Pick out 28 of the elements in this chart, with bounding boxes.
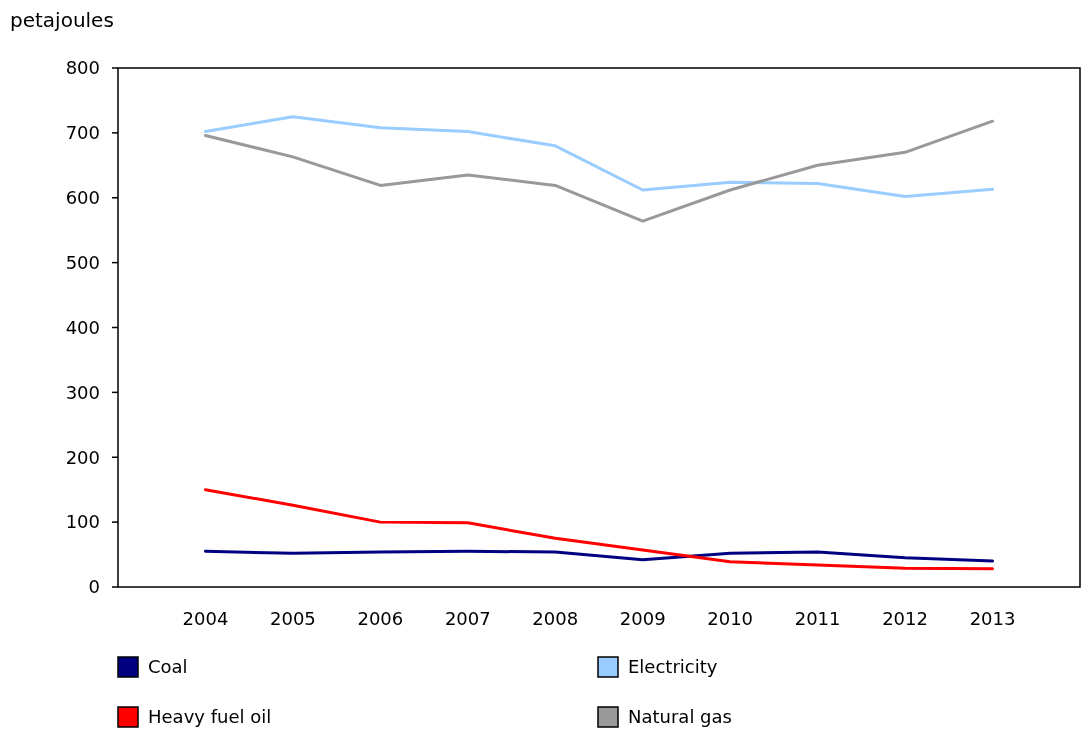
line-series [203,488,995,571]
legend-label: Natural gas [628,706,732,728]
x-tick-label: 2005 [270,608,316,629]
x-tick-label: 2010 [707,608,754,629]
line-series [203,549,995,563]
y-tick-label: 0 [88,576,100,598]
y-tick-label: 500 [65,251,100,273]
x-tick-label: 2006 [357,608,404,629]
x-tick-label: 2004 [182,608,229,629]
y-tick-label: 400 [65,316,100,338]
line-series [203,115,995,198]
y-tick-label: 200 [65,446,100,468]
x-tick-label: 2011 [794,608,841,629]
x-tick-label: 2007 [444,608,491,629]
y-tick-label: 800 [65,57,100,79]
y-axis-title: petajoules [10,8,114,32]
x-tick-label: 2012 [882,608,928,629]
legend-label: Heavy fuel oil [148,706,272,728]
legend-label: Electricity [628,656,718,678]
x-tick-label: 2013 [969,608,1016,629]
y-tick-label: 700 [65,122,100,144]
line-series [203,119,995,223]
x-tick-label: 2008 [532,608,579,629]
y-tick-label: 300 [65,381,100,403]
y-tick-label: 600 [65,187,100,209]
legend-label: Coal [148,656,188,678]
x-tick-label: 2009 [619,608,666,629]
y-tick-label: 100 [65,511,100,533]
